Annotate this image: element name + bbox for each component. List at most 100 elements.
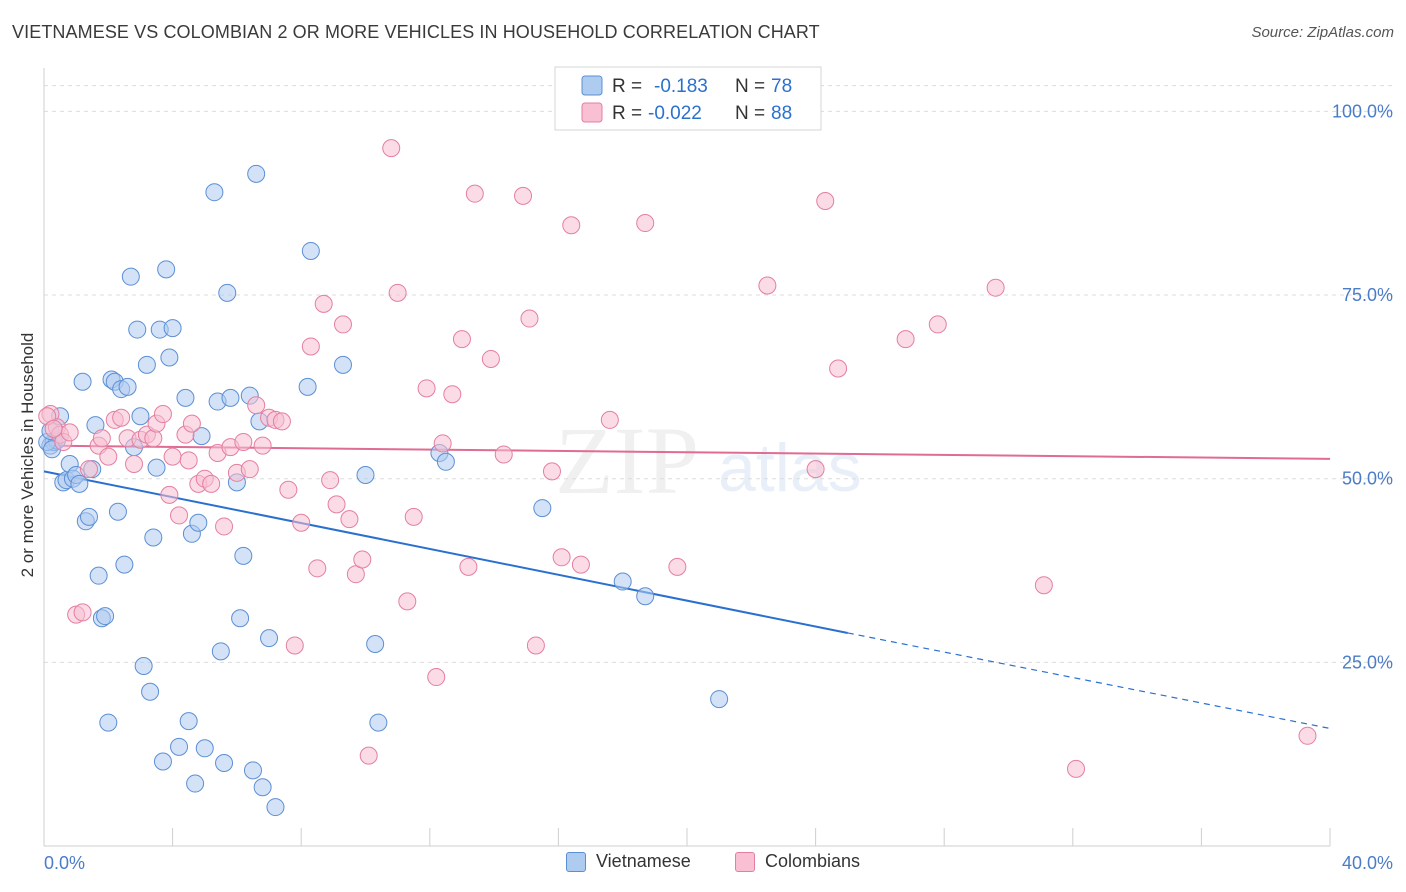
vietnamese-point bbox=[189, 513, 208, 532]
colombians-point bbox=[928, 315, 947, 334]
colombians-point bbox=[427, 668, 446, 687]
colombians-point bbox=[301, 337, 320, 356]
vietnamese-point bbox=[179, 712, 198, 731]
colombians-point bbox=[170, 506, 189, 525]
colombians-point bbox=[433, 434, 452, 453]
x-tick-label-max: 40.0% bbox=[1342, 853, 1393, 873]
vietnamese-point bbox=[70, 474, 89, 493]
vietnamese-point bbox=[163, 319, 182, 338]
vietnamese-trend-line bbox=[43, 470, 848, 634]
vietnamese-point bbox=[96, 607, 115, 626]
colombians-point bbox=[668, 557, 687, 576]
legend-n-label: N = bbox=[735, 76, 765, 97]
vietnamese-point bbox=[176, 388, 195, 407]
vietnamese-point bbox=[366, 634, 385, 653]
colombians-point bbox=[526, 636, 545, 655]
points-layer bbox=[38, 139, 1317, 817]
vietnamese-point bbox=[160, 348, 179, 367]
legend-n-value: 78 bbox=[771, 76, 792, 97]
y-tick-label-25: 25.0% bbox=[1342, 652, 1393, 672]
vietnamese-point bbox=[141, 682, 160, 701]
vietnamese-point bbox=[115, 555, 134, 574]
colombians-point bbox=[160, 485, 179, 504]
legend-r-value: -0.022 bbox=[648, 103, 702, 124]
colombians-point bbox=[465, 184, 484, 203]
colombians-point bbox=[60, 423, 79, 442]
colombians-point bbox=[234, 432, 253, 451]
colombians-point bbox=[202, 474, 221, 493]
bottom-legend-label: Vietnamese bbox=[596, 851, 691, 871]
vietnamese-point bbox=[89, 566, 108, 585]
vietnamese-point bbox=[118, 377, 137, 396]
watermark-zip: ZIP bbox=[555, 407, 699, 514]
legend-swatch-colombians bbox=[581, 102, 603, 123]
vietnamese-point bbox=[333, 355, 352, 374]
colombians-point bbox=[459, 557, 478, 576]
colombians-point bbox=[44, 419, 63, 438]
colombians-point bbox=[333, 315, 352, 334]
legend-r-value: -0.183 bbox=[654, 76, 708, 97]
colombians-point bbox=[247, 396, 266, 415]
vietnamese-point bbox=[144, 528, 163, 547]
legend-n-value: 88 bbox=[771, 103, 792, 124]
colombians-point bbox=[452, 330, 471, 349]
colombians-point bbox=[417, 379, 436, 398]
legend-box: R = -0.183 N = 78 R = -0.022 N = 88 bbox=[554, 66, 822, 131]
colombians-point bbox=[896, 330, 915, 349]
colombians-point bbox=[73, 603, 92, 622]
vietnamese-point bbox=[298, 377, 317, 396]
colombians-point bbox=[1298, 726, 1317, 745]
vietnamese-point bbox=[221, 388, 240, 407]
legend-r-label: R = bbox=[612, 103, 642, 124]
vietnamese-point bbox=[205, 183, 224, 202]
vietnamese-point bbox=[153, 752, 172, 771]
vietnamese-point bbox=[73, 372, 92, 391]
vietnamese-point bbox=[243, 761, 262, 780]
colombians-point bbox=[404, 507, 423, 526]
vietnamese-point bbox=[121, 267, 140, 286]
colombians-point bbox=[542, 462, 561, 481]
vietnamese-point bbox=[147, 458, 166, 477]
vietnamese-point bbox=[613, 572, 632, 591]
y-tick-label-75: 75.0% bbox=[1342, 285, 1393, 305]
legend-swatch-vietnamese bbox=[581, 75, 603, 96]
colombians-point bbox=[292, 513, 311, 532]
colombians-point bbox=[279, 480, 298, 499]
colombians-point bbox=[552, 548, 571, 567]
colombians-point bbox=[163, 447, 182, 466]
vietnamese-trend-extension bbox=[847, 632, 1331, 730]
colombians-point bbox=[112, 408, 131, 427]
vietnamese-point bbox=[215, 753, 234, 772]
bottom-legend-colombians[interactable]: Colombians bbox=[735, 851, 860, 872]
colombians-point bbox=[179, 451, 198, 470]
vietnamese-point bbox=[128, 320, 147, 339]
colombians-point bbox=[382, 139, 401, 158]
vietnamese-point bbox=[170, 737, 189, 756]
vietnamese-point bbox=[636, 587, 655, 606]
bottom-legend-vietnamese[interactable]: Vietnamese bbox=[566, 851, 691, 872]
bottom-legend-label: Colombians bbox=[765, 851, 861, 871]
vietnamese-point bbox=[356, 466, 375, 485]
vietnamese-point bbox=[131, 407, 150, 426]
colombians-point bbox=[816, 192, 835, 211]
colombians-point bbox=[514, 186, 533, 205]
colombians-point bbox=[571, 555, 590, 574]
vietnamese-point bbox=[218, 283, 237, 302]
vietnamese-point bbox=[260, 629, 279, 648]
colombians-point bbox=[758, 276, 777, 295]
colombians-point bbox=[272, 412, 291, 431]
vietnamese-point bbox=[266, 798, 285, 817]
vietnamese-point bbox=[108, 502, 127, 521]
colombians-point bbox=[520, 309, 539, 328]
axis-layer bbox=[43, 68, 1331, 847]
colombians-point bbox=[321, 471, 340, 490]
colombians-point bbox=[562, 216, 581, 235]
colombians-point bbox=[153, 405, 172, 424]
colombians-point bbox=[1034, 576, 1053, 595]
colombians-point bbox=[494, 445, 513, 464]
colombians-point bbox=[327, 495, 346, 514]
colombians-point bbox=[388, 283, 407, 302]
colombians-point bbox=[240, 460, 259, 479]
vietnamese-point bbox=[231, 609, 250, 628]
colombians-point bbox=[253, 436, 272, 455]
